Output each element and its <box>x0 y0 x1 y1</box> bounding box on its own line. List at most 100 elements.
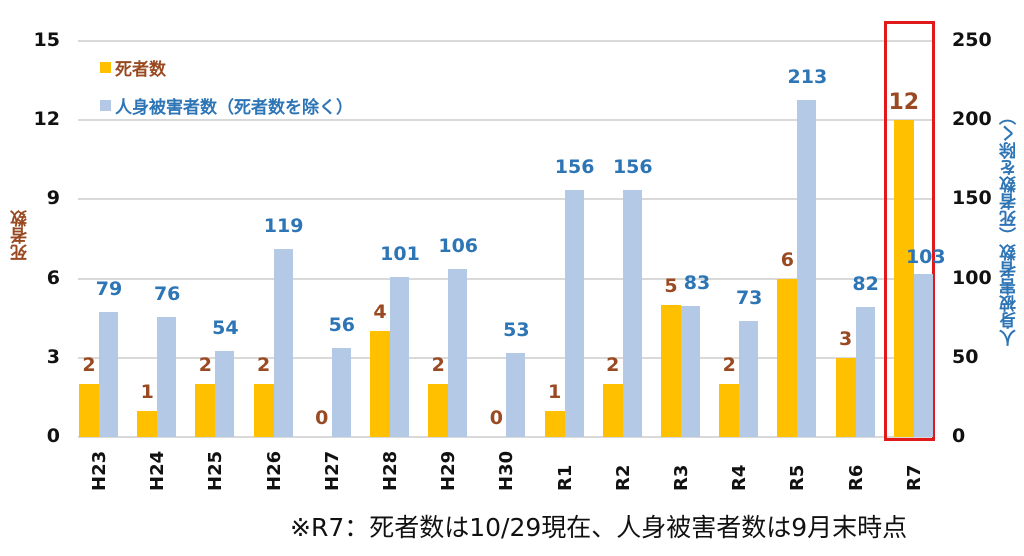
x-axis-tick-label: H26 <box>263 450 285 491</box>
x-axis-tick-label: R6 <box>845 464 867 491</box>
x-axis-tick-label: H28 <box>380 450 401 491</box>
bar-deaths-r3 <box>661 305 681 437</box>
data-label-injuries: 73 <box>735 287 763 310</box>
bar-injuries-r6 <box>855 307 875 437</box>
data-label-injuries: 101 <box>380 243 420 266</box>
bar-injuries-r3 <box>681 305 700 437</box>
data-label-deaths: 0 <box>315 407 329 429</box>
data-label-deaths: 5 <box>664 275 678 297</box>
bar-deaths-r1 <box>544 410 565 437</box>
x-axis-tick-label: H30 <box>496 450 518 491</box>
bar-injuries-h29 <box>448 269 468 437</box>
bar-injuries-h23 <box>99 311 118 437</box>
x-axis-tick-label: H24 <box>147 450 169 491</box>
bar-injuries-h26 <box>273 248 293 437</box>
legend-label-deaths: 死者数 <box>115 60 166 80</box>
data-label-deaths: 2 <box>198 354 212 377</box>
legend-swatch-deaths <box>100 62 111 73</box>
data-label-deaths: 1 <box>140 380 154 403</box>
x-axis-tick-label: R5 <box>787 464 809 491</box>
data-label-deaths: 0 <box>489 407 503 429</box>
left-axis-tick: 3 <box>46 345 60 368</box>
bar-deaths-r7 <box>893 120 914 437</box>
x-axis-tick: H28 <box>360 451 420 495</box>
bar-deaths-r4 <box>719 384 740 437</box>
bar-deaths-h26 <box>253 384 274 437</box>
left-axis-tick: 15 <box>33 29 60 51</box>
x-axis-tick-label: R3 <box>671 464 692 491</box>
left-axis-tick: 0 <box>46 425 60 447</box>
x-axis-tick: R5 <box>767 455 827 495</box>
x-axis-tick-label: R4 <box>729 464 751 491</box>
legend-label-injuries: 人身被害者数（死者数を除く） <box>115 98 353 118</box>
data-label-injuries: 156 <box>554 155 595 178</box>
bar-injuries-r7 <box>913 273 933 437</box>
bar-injuries-h30 <box>506 353 526 437</box>
x-axis-tick: R1 <box>535 455 595 495</box>
data-label-deaths: 2 <box>431 354 445 377</box>
bar-injuries-h27 <box>331 348 351 437</box>
data-label-injuries: 76 <box>153 282 181 305</box>
x-axis-tick: H25 <box>185 451 245 495</box>
bar-deaths-r5 <box>777 278 798 437</box>
data-label-injuries: 83 <box>683 271 711 294</box>
bar-deaths-r6 <box>835 357 856 437</box>
x-axis-tick-label: H23 <box>89 450 110 491</box>
x-axis-tick: R7 <box>884 455 944 495</box>
legend-item-injuries: 人身被害者数（死者数を除く） <box>100 93 353 118</box>
gridline <box>78 119 935 122</box>
left-axis-tick: 9 <box>46 187 60 210</box>
right-axis-tick: 250 <box>952 29 992 51</box>
x-axis-tick-label: R2 <box>612 464 634 491</box>
x-axis-tick: H23 <box>69 451 129 495</box>
data-label-deaths: 12 <box>888 90 920 116</box>
left-axis-tick: 12 <box>33 108 60 131</box>
bar-injuries-h28 <box>390 277 409 437</box>
bar-injuries-h25 <box>215 351 235 437</box>
data-label-deaths: 1 <box>547 380 562 403</box>
bar-injuries-r4 <box>739 321 759 437</box>
x-axis-tick: H30 <box>476 451 536 495</box>
data-label-injuries: 213 <box>787 65 828 88</box>
footnote: ※R7：死者数は10/29現在、人身被害者数は9月末時点 <box>290 513 908 542</box>
gridline <box>78 198 935 201</box>
bar-deaths-h23 <box>79 384 99 437</box>
bar-deaths-h25 <box>195 384 216 437</box>
legend-swatch-injuries <box>100 100 111 111</box>
bar-injuries-r2 <box>622 189 642 437</box>
data-label-injuries: 106 <box>438 235 479 258</box>
right-axis-tick: 50 <box>952 345 979 368</box>
left-axis-tick: 6 <box>46 266 60 289</box>
right-axis-tick: 150 <box>952 187 992 210</box>
bar-injuries-r5 <box>797 99 817 437</box>
legend-item-deaths: 死者数 <box>100 55 166 80</box>
x-axis-tick: H27 <box>302 451 362 495</box>
data-label-deaths: 2 <box>722 354 736 377</box>
x-axis-tick-label: R7 <box>903 464 925 491</box>
x-axis-tick-label: H25 <box>205 450 227 491</box>
x-axis-tick: R2 <box>593 455 653 495</box>
data-label-injuries: 156 <box>612 155 653 178</box>
data-label-injuries: 56 <box>328 314 356 337</box>
bar-deaths-h28 <box>370 331 390 437</box>
data-label-injuries: 119 <box>263 214 304 237</box>
bar-deaths-h24 <box>137 410 158 437</box>
x-axis-tick: R4 <box>709 455 769 495</box>
data-label-injuries: 103 <box>905 245 946 268</box>
left-axis-title: 死者数 <box>11 210 31 261</box>
bar-injuries-r1 <box>564 189 584 437</box>
bar-deaths-r2 <box>602 384 623 437</box>
x-axis-tick: H26 <box>244 451 304 495</box>
x-axis-tick-label: H27 <box>321 450 343 491</box>
r7-highlight-box <box>884 21 935 441</box>
right-axis-tick: 0 <box>952 425 966 447</box>
data-label-deaths: 2 <box>256 354 271 377</box>
data-label-injuries: 53 <box>503 319 530 342</box>
bar-injuries-h24 <box>157 316 177 437</box>
data-label-deaths: 4 <box>373 301 387 324</box>
x-axis-tick: H24 <box>127 451 187 495</box>
x-axis-tick: R6 <box>826 455 886 495</box>
right-axis-title: 人身被害者数（死者数を除く） <box>1000 108 1020 346</box>
data-label-deaths: 2 <box>82 354 96 377</box>
